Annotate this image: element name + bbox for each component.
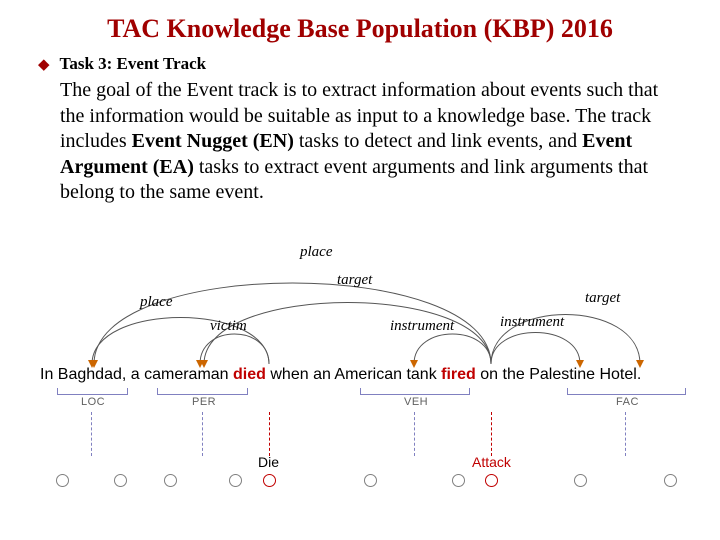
- ne-bracket: [360, 388, 470, 395]
- token: on the: [476, 366, 529, 383]
- ne-bracket: [567, 388, 686, 395]
- node-circle: [164, 474, 177, 487]
- task-body: The goal of the Event track is to extrac…: [60, 78, 682, 206]
- arc-label: victim: [210, 318, 247, 335]
- dash-line: [414, 412, 415, 456]
- bullet-row: ◆ Task 3: Event Track: [38, 54, 690, 76]
- node-circle: [364, 474, 377, 487]
- token: Baghdad: [58, 366, 122, 383]
- node-circle: [574, 474, 587, 487]
- event-label: Die: [258, 454, 279, 470]
- arc-label: target: [585, 290, 620, 307]
- ne-label: VEH: [404, 396, 428, 408]
- bullet-icon: ◆: [38, 54, 50, 76]
- dash-line: [91, 412, 92, 456]
- event-label: Attack: [472, 454, 511, 470]
- token: Palestine Hotel: [529, 366, 637, 383]
- node-circle: [56, 474, 69, 487]
- arc: [414, 334, 491, 364]
- event-diagram: In Baghdad, a cameraman died when an Ame…: [40, 242, 720, 502]
- token: cameraman: [144, 366, 228, 383]
- node-circle: [452, 474, 465, 487]
- dash-line: [269, 412, 270, 456]
- arc-label: target: [337, 272, 372, 289]
- arc: [491, 332, 580, 364]
- ne-label: FAC: [616, 396, 639, 408]
- node-circle: [664, 474, 677, 487]
- arc-label: place: [140, 294, 172, 311]
- dash-line: [625, 412, 626, 456]
- token: , a: [122, 366, 144, 383]
- arc-label: instrument: [390, 318, 454, 335]
- token: .: [637, 366, 641, 383]
- node-circle: [229, 474, 242, 487]
- trigger-word: died: [233, 366, 266, 383]
- node-circle: [485, 474, 498, 487]
- sentence: In Baghdad, a cameraman died when an Ame…: [40, 366, 720, 384]
- arc-label: instrument: [500, 314, 564, 331]
- ne-bracket: [157, 388, 248, 395]
- token: In: [40, 366, 58, 383]
- ne-label: PER: [192, 396, 216, 408]
- page-title: TAC Knowledge Base Population (KBP) 2016: [30, 14, 690, 44]
- token: when an: [266, 366, 335, 383]
- task-label: Task 3: Event Track: [60, 54, 207, 74]
- node-circle: [263, 474, 276, 487]
- ne-bracket: [57, 388, 128, 395]
- ne-label: LOC: [81, 396, 105, 408]
- arc: [200, 334, 269, 364]
- dash-line: [202, 412, 203, 456]
- trigger-word: fired: [441, 366, 476, 383]
- dash-line: [491, 412, 492, 456]
- arc-label: place: [300, 244, 332, 261]
- token: American tank: [334, 366, 436, 383]
- node-circle: [114, 474, 127, 487]
